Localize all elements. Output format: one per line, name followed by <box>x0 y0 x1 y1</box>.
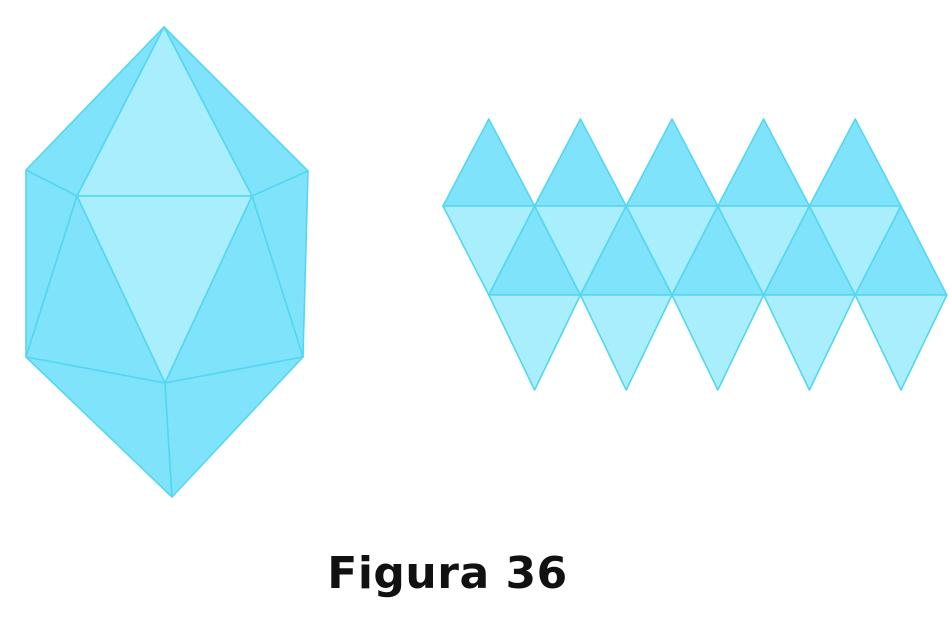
net-face-top-3 <box>625 118 719 207</box>
icosahedron-net <box>442 118 948 391</box>
net-face-bottom-3 <box>671 294 765 391</box>
icosahedron-solid <box>25 26 309 498</box>
net-face-bottom-4 <box>762 294 857 391</box>
net-face-top-4 <box>716 118 811 207</box>
figure-caption: Figura 36 <box>327 548 568 599</box>
net-face-bottom-2 <box>579 294 673 391</box>
net-face-top-5 <box>808 118 902 207</box>
solid-face-bottom-right <box>164 356 304 498</box>
net-face-bottom-1 <box>487 294 582 391</box>
net-face-top-2 <box>533 118 628 207</box>
net-face-bottom-5 <box>854 294 948 391</box>
net-face-top-1 <box>442 118 536 207</box>
